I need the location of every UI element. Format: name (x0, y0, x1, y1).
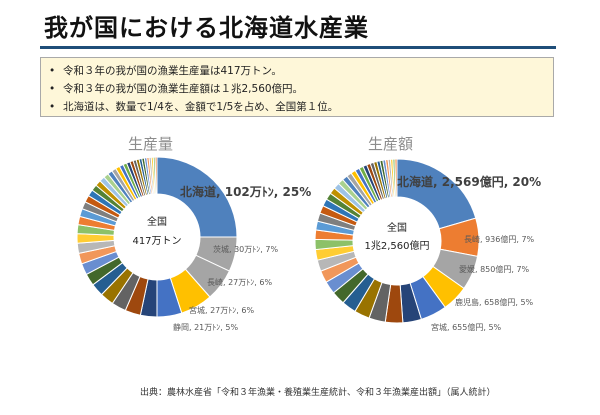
slice-北海道 (396, 158, 477, 230)
center-label: 全国 (147, 215, 167, 228)
summary-bullet: • 令和３年の我が国の漁業生産量は417万トン。 (49, 62, 553, 80)
center-label: 1兆2,560億円 (365, 239, 430, 252)
donut-chart-value (314, 158, 480, 324)
bullet-text: 令和３年の我が国の漁業生産額は１兆2,560億円。 (63, 83, 304, 95)
title-divider (40, 46, 556, 49)
data-label-愛媛: 愛媛, 850億円, 7% (459, 264, 530, 274)
slice-other (394, 158, 398, 198)
bullet-text: 北海道は、数量で1/4を、金額で1/5を占め、全国第１位。 (63, 101, 339, 113)
bullet-marker: • (49, 83, 56, 95)
bullet-text: 令和３年の我が国の漁業生産量は417万トン。 (63, 65, 282, 77)
bullet-marker: • (49, 65, 56, 77)
summary-bullet: • 北海道は、数量で1/4を、金額で1/5を占め、全国第１位。 (49, 98, 553, 116)
data-label-北海道: 北海道, 2,569億円, 20% (397, 174, 541, 189)
page-title: 我が国における北海道水産業 (44, 14, 369, 42)
chart-title-volume: 生産量 (128, 135, 174, 153)
center-label: 417万トン (132, 236, 181, 247)
donut-chart-volume (76, 156, 238, 318)
data-label-長崎: 長崎, 936億円, 7% (464, 234, 535, 244)
data-label-長崎: 長崎, 27万ﾄﾝ, 6% (207, 277, 272, 287)
center-label: 全国 (387, 221, 407, 234)
bullet-marker: • (49, 101, 56, 113)
data-label-鹿児島: 鹿児島, 658億円, 5% (455, 297, 534, 307)
slice-other (154, 156, 158, 195)
data-label-茨城: 茨城, 30万ﾄﾝ, 7% (213, 244, 278, 254)
data-label-静岡: 静岡, 21万ﾄﾝ, 5% (173, 322, 238, 332)
source-note: 出典：農林水産省「令和３年漁業・養殖業生産統計、令和３年漁業産出額」（属人統計） (140, 388, 496, 398)
data-label-北海道: 北海道, 102万ﾄﾝ, 25% (180, 184, 311, 199)
data-label-宮城: 宮城, 655億円, 5% (431, 322, 502, 332)
chart-title-value: 生産額 (368, 135, 414, 153)
summary-bullet: • 令和３年の我が国の漁業生産額は１兆2,560億円。 (49, 80, 553, 98)
summary-box: • 令和３年の我が国の漁業生産量は417万トン。 • 令和３年の我が国の漁業生産… (40, 57, 554, 117)
data-label-宮城: 宮城, 27万ﾄﾝ, 6% (189, 305, 254, 315)
